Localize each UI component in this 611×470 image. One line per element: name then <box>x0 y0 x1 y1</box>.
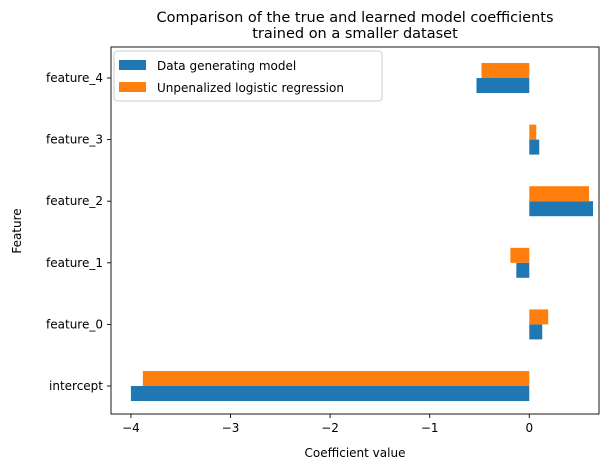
bar-unpenalized-logistic-regression-feature-0 <box>529 309 549 325</box>
bar-unpenalized-logistic-regression-intercept <box>142 371 530 386</box>
ticks-layer: intercept feature_0 feature_1 feature_2 feat… <box>46 71 533 435</box>
y-tick-label-feature-1: feature_1 <box>46 256 103 270</box>
legend-label-data-generating-model: Data generating model <box>157 59 296 73</box>
legend-swatch-unpenalized-logistic-regression <box>119 82 146 92</box>
chart-title-line-2: trained on a smaller dataset <box>252 26 458 42</box>
plot-frame <box>110 46 600 415</box>
y-tick-label-intercept: intercept <box>49 379 103 393</box>
bar-unpenalized-logistic-regression-feature-1 <box>510 247 530 263</box>
y-tick-label-feature-2: feature_2 <box>46 194 103 208</box>
x-tick-label-1: −3 <box>222 421 240 435</box>
x-tick-label-0: −4 <box>122 421 140 435</box>
legend-label-unpenalized-logistic-regression: Unpenalized logistic regression <box>157 81 344 95</box>
y-tick-label-feature-4: feature_4 <box>46 71 103 85</box>
x-tick-label-2: −2 <box>321 421 339 435</box>
y-axis-label: Feature <box>10 208 24 253</box>
y-tick-label-feature-3: feature_3 <box>46 133 103 147</box>
bar-unpenalized-logistic-regression-feature-4 <box>481 63 530 78</box>
bar-data-generating-model-feature-0 <box>529 324 543 340</box>
x-axis-label: Coefficient value <box>305 446 406 460</box>
bar-data-generating-model-intercept <box>130 386 530 401</box>
x-tick-label-3: −1 <box>421 421 439 435</box>
bar-data-generating-model-feature-1 <box>516 262 530 278</box>
x-tick-label-4: 0 <box>525 421 533 435</box>
chart-title-line-1: Comparison of the true and learned model… <box>156 10 553 26</box>
legend-swatch-data-generating-model <box>119 60 146 70</box>
bars-layer <box>130 63 594 401</box>
bar-data-generating-model-feature-2 <box>529 201 594 217</box>
bar-unpenalized-logistic-regression-feature-3 <box>529 124 537 140</box>
legend-frame <box>113 50 383 102</box>
bar-unpenalized-logistic-regression-feature-2 <box>529 186 590 202</box>
y-tick-label-feature-0: feature_0 <box>46 317 103 331</box>
legend: Data generating model Unpenalized logist… <box>113 50 383 102</box>
bar-data-generating-model-feature-3 <box>529 139 540 155</box>
bar-data-generating-model-feature-4 <box>476 78 530 93</box>
